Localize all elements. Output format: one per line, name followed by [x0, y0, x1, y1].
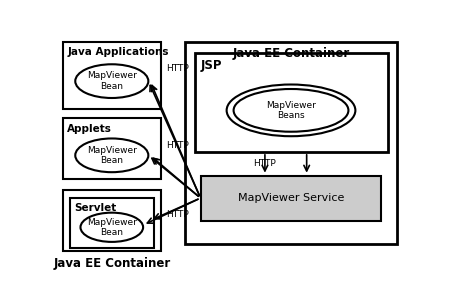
Text: MapViewer Service: MapViewer Service: [238, 193, 344, 203]
Ellipse shape: [80, 213, 143, 242]
Ellipse shape: [227, 84, 356, 136]
Bar: [63, 42, 161, 109]
Text: HTTP: HTTP: [166, 141, 189, 150]
Bar: [185, 42, 397, 244]
Bar: [201, 175, 382, 220]
Text: MapViewer
Bean: MapViewer Bean: [87, 146, 137, 165]
Text: MapViewer
Beans: MapViewer Beans: [266, 101, 316, 120]
Text: Java EE Container: Java EE Container: [53, 256, 171, 270]
Text: HTTP: HTTP: [166, 211, 189, 219]
Text: Java Applications: Java Applications: [67, 47, 169, 58]
Bar: [63, 118, 161, 179]
Bar: [195, 53, 388, 152]
Text: MapViewer
Bean: MapViewer Bean: [87, 218, 137, 237]
Bar: [70, 198, 154, 248]
Ellipse shape: [75, 64, 148, 98]
Text: Applets: Applets: [67, 124, 112, 134]
Text: HTTP: HTTP: [166, 64, 189, 73]
Text: Servlet: Servlet: [74, 203, 116, 213]
Text: MapViewer
Bean: MapViewer Bean: [87, 72, 137, 91]
Text: JSP: JSP: [201, 59, 222, 72]
Ellipse shape: [75, 138, 148, 172]
Bar: [63, 190, 161, 251]
Ellipse shape: [233, 89, 348, 132]
Text: HTTP: HTTP: [253, 159, 276, 168]
Text: Java EE Container: Java EE Container: [233, 47, 350, 60]
